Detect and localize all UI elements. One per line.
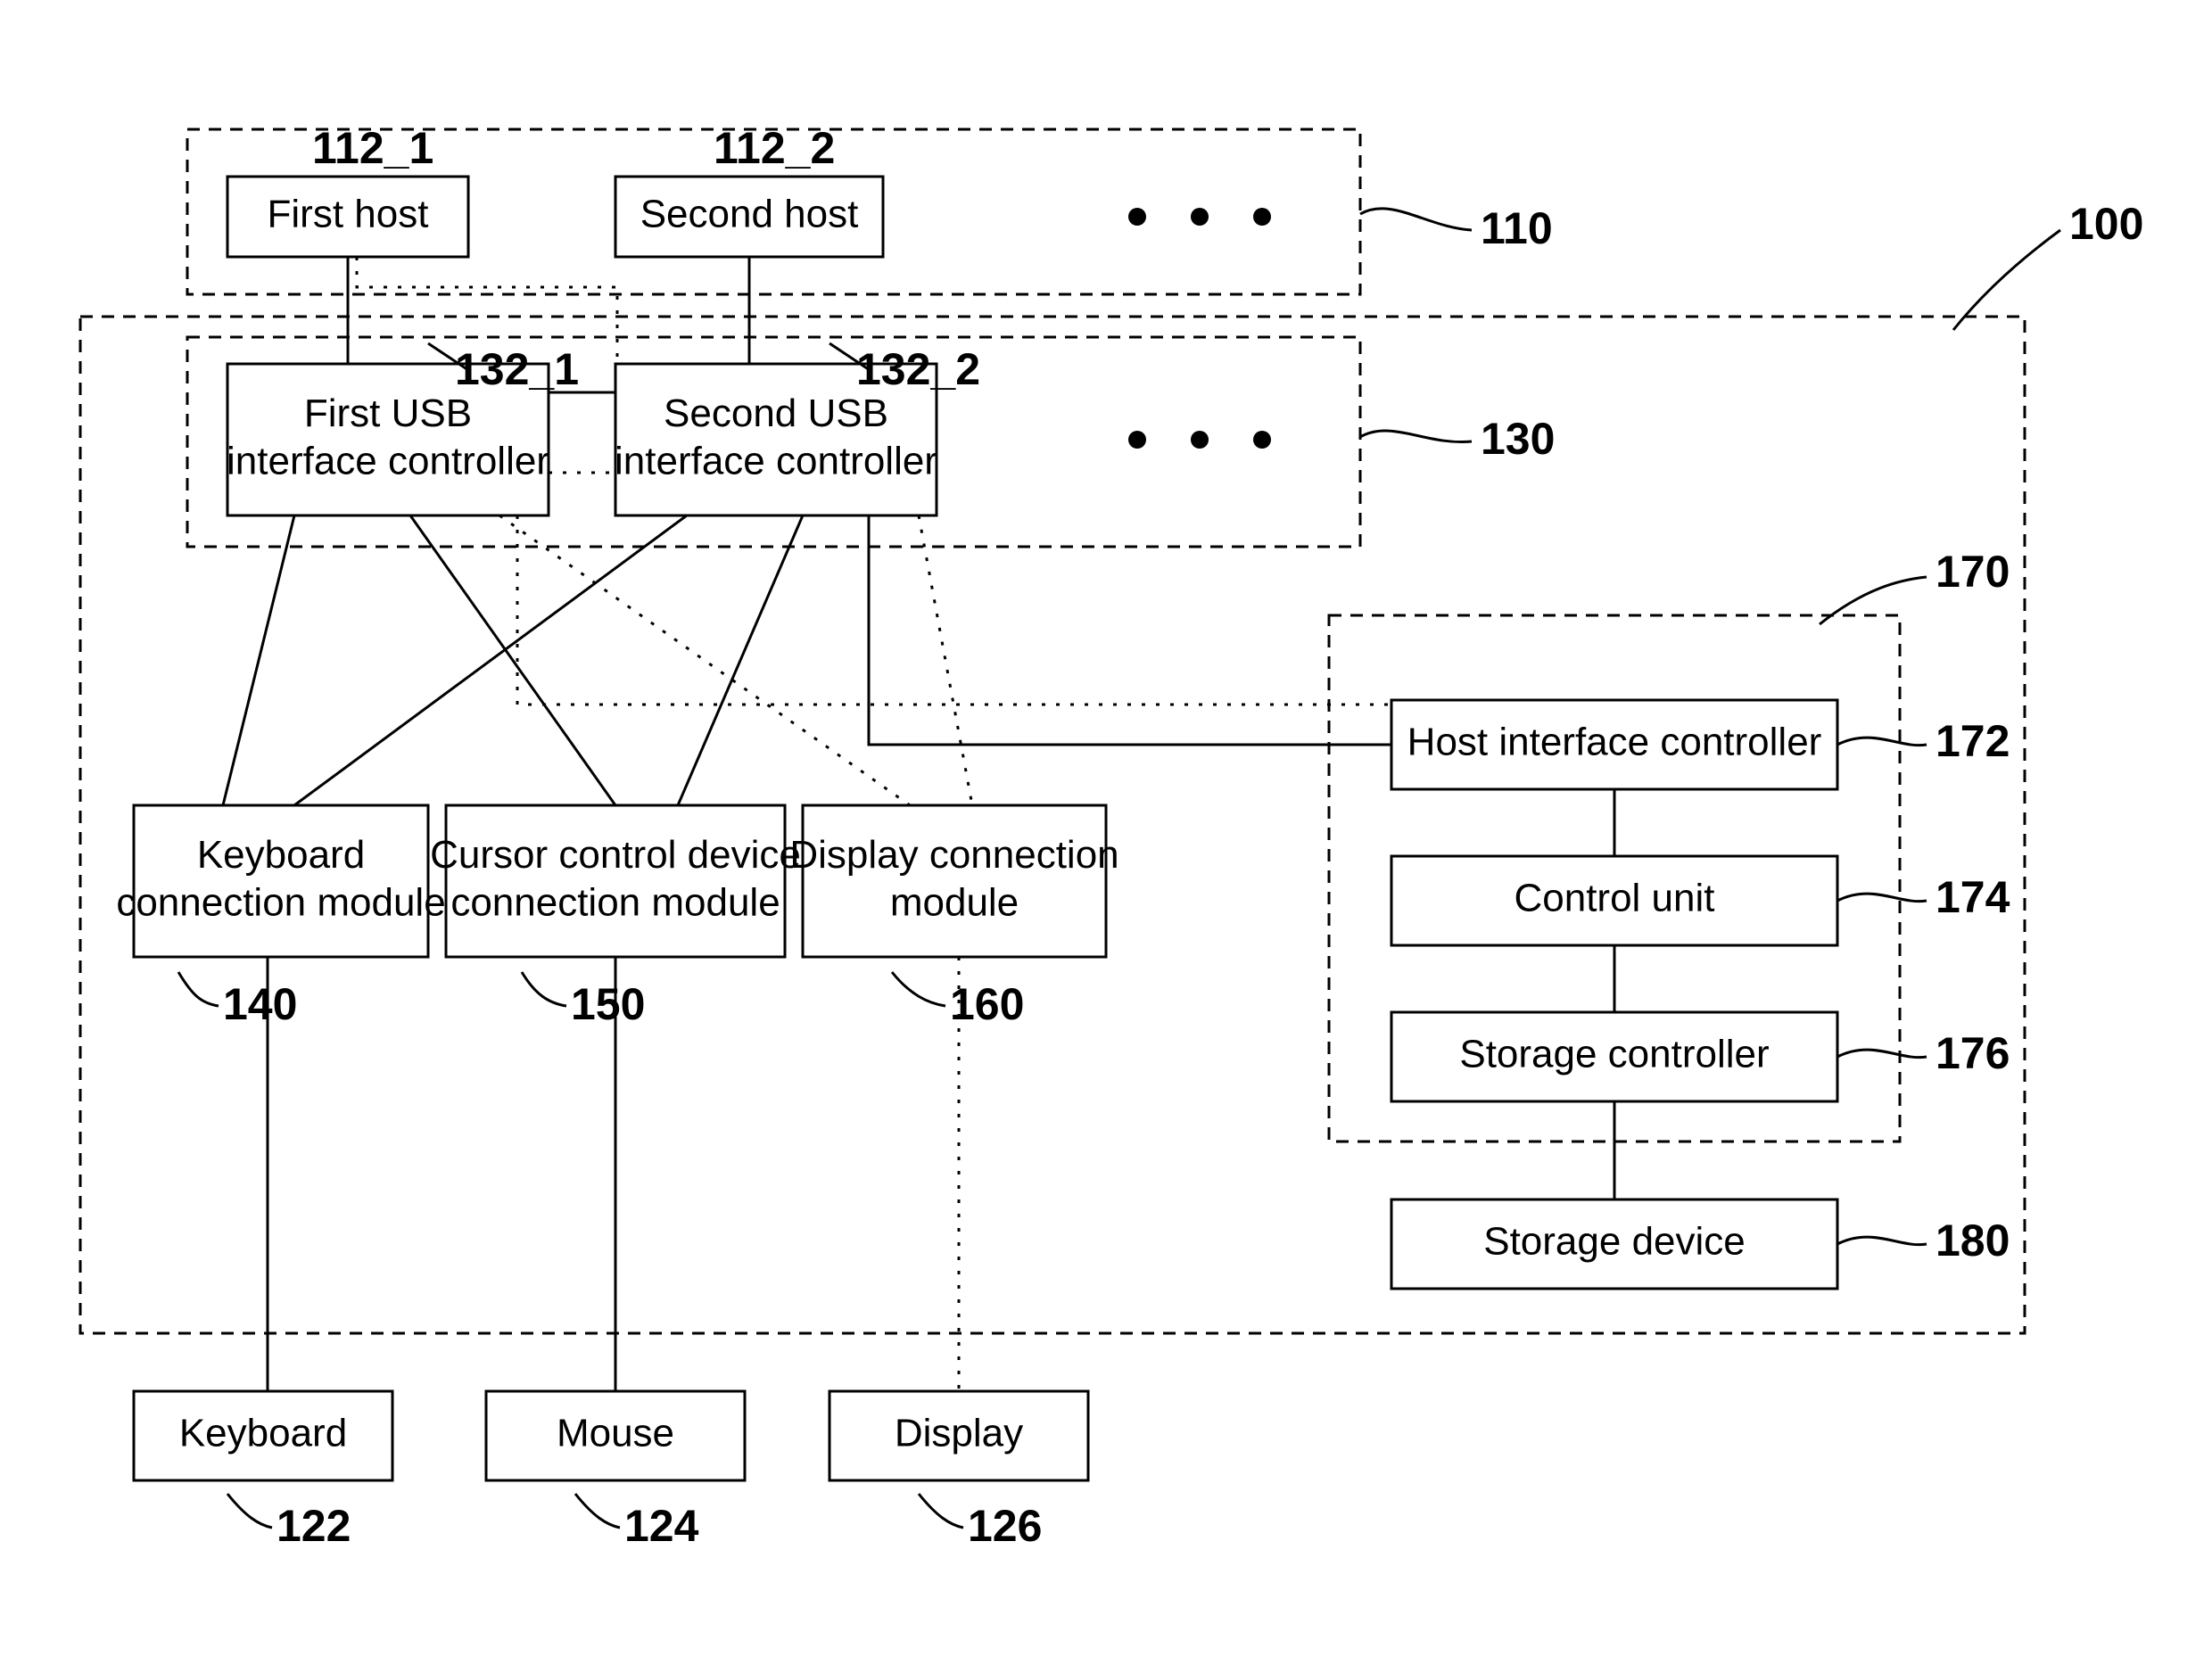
box-label-second_usb: interface controller [615, 439, 937, 482]
leader-line [1360, 209, 1472, 230]
ref-r130: 130 [1481, 414, 1555, 464]
ref-r176: 176 [1936, 1028, 2010, 1078]
connector [223, 515, 294, 805]
ellipsis-dot [1253, 431, 1271, 449]
box-label-first_usb: interface controller [227, 439, 549, 482]
leader-line [892, 972, 945, 1006]
box-label-mouse: Mouse [557, 1412, 674, 1455]
box-label-storage_dev: Storage device [1483, 1220, 1746, 1264]
leader-line [1953, 230, 2060, 330]
connector [294, 515, 687, 805]
ref-r150: 150 [571, 979, 645, 1029]
leader-line [1820, 577, 1927, 624]
box-label-display_mod: Display connection [789, 833, 1118, 877]
connector [410, 515, 615, 805]
ref-r132_2: 132_2 [856, 344, 980, 394]
connector [869, 515, 1391, 745]
ellipsis-dot [1253, 208, 1271, 226]
leader-line [227, 1494, 272, 1528]
leader-line [1360, 431, 1472, 442]
leader-line [575, 1494, 620, 1528]
box-label-cursor_mod: connection module [450, 880, 780, 924]
box-label-storage_ctrl: Storage controller [1459, 1033, 1769, 1076]
leader-line [919, 1494, 963, 1528]
ref-r112_2: 112_2 [714, 123, 835, 173]
ref-r172: 172 [1936, 716, 2010, 766]
connector-dashdot [499, 515, 910, 805]
connector-dashdot [357, 257, 617, 357]
ref-r112_1: 112_1 [312, 123, 433, 173]
ellipsis-dot [1128, 208, 1146, 226]
box-label-control_unit: Control unit [1514, 877, 1714, 920]
ref-r124: 124 [624, 1501, 699, 1551]
connector-dashdot [919, 515, 972, 805]
ref-r170: 170 [1936, 547, 2010, 597]
ref-r100: 100 [2069, 199, 2143, 249]
box-label-second_usb: Second USB [664, 392, 888, 435]
box-label-host_iface: Host interface controller [1407, 721, 1822, 764]
box-label-first_host: First host [268, 193, 429, 236]
leader-line [1837, 894, 1927, 902]
box-label-first_usb: First USB [304, 392, 472, 435]
leader-line [1837, 1050, 1927, 1058]
ref-r122: 122 [276, 1501, 351, 1551]
box-label-second_host: Second host [640, 193, 859, 236]
ref-r132_1: 132_1 [455, 344, 579, 394]
box-label-keyboard: Keyboard [179, 1412, 347, 1455]
ref-r110: 110 [1481, 203, 1553, 253]
connector [678, 515, 803, 805]
leader-line [1837, 1237, 1927, 1245]
ref-r126: 126 [968, 1501, 1042, 1551]
ellipsis-dot [1191, 208, 1209, 226]
box-label-display: Display [895, 1412, 1023, 1455]
ref-r180: 180 [1936, 1216, 2010, 1265]
ref-r174: 174 [1936, 872, 2010, 922]
ellipsis-dot [1128, 431, 1146, 449]
box-label-display_mod: module [890, 880, 1019, 924]
box-label-keyboard_mod: connection module [116, 880, 445, 924]
leader-line [1837, 738, 1927, 746]
ref-r160: 160 [950, 979, 1024, 1029]
box-label-cursor_mod: Cursor control device [430, 833, 801, 877]
ref-r140: 140 [223, 979, 297, 1029]
leader-line [522, 972, 566, 1006]
box-label-keyboard_mod: Keyboard [197, 833, 365, 877]
ellipsis-dot [1191, 431, 1209, 449]
leader-line [178, 972, 219, 1006]
